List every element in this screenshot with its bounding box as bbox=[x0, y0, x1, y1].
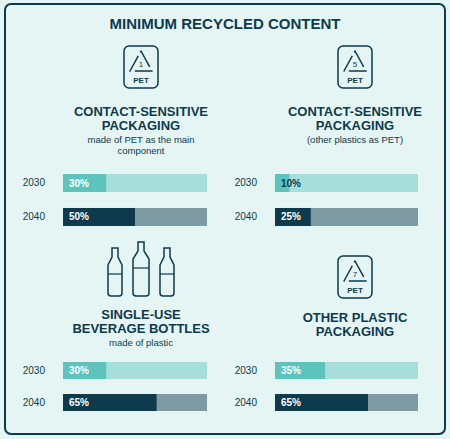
category-axis: 2030 2040 bbox=[235, 365, 258, 408]
bar bbox=[63, 208, 135, 226]
tick-label: 2040 bbox=[235, 211, 258, 222]
tick-label: 2040 bbox=[23, 397, 46, 408]
data-label: 35% bbox=[281, 365, 301, 376]
range-track bbox=[63, 208, 207, 226]
data-label: 65% bbox=[69, 397, 89, 408]
tick: 2040 bbox=[23, 211, 46, 222]
plot-area bbox=[63, 174, 207, 226]
bar bbox=[275, 208, 311, 226]
icon-box bbox=[338, 256, 372, 298]
icon-number: 5 bbox=[353, 60, 358, 69]
icon-label: PET bbox=[347, 76, 363, 85]
panel-title: PACKAGING bbox=[316, 324, 394, 339]
tick-label: 2040 bbox=[23, 211, 46, 222]
bar bbox=[63, 362, 106, 379]
tick-label: 2030 bbox=[235, 365, 258, 376]
tick: 2030 bbox=[23, 365, 46, 376]
bottle-icon bbox=[108, 248, 122, 296]
bottle-band bbox=[133, 267, 149, 268]
data-label: 25% bbox=[281, 211, 301, 222]
range-track bbox=[63, 394, 207, 411]
panel-title: CONTACT-SENSITIVE bbox=[74, 104, 208, 119]
panel-subtitle: component bbox=[117, 145, 164, 156]
panel-subtitle: made of plastic bbox=[109, 337, 173, 348]
panel-title: OTHER PLASTIC bbox=[303, 310, 408, 325]
tick: 2040 bbox=[235, 397, 258, 408]
panel-title: PACKAGING bbox=[316, 118, 394, 133]
range-track bbox=[275, 174, 418, 192]
category-axis: 2030 2040 bbox=[23, 365, 46, 408]
panel-title: SINGLE-USE bbox=[101, 307, 181, 322]
icon-number: 1 bbox=[139, 60, 144, 69]
icon-box bbox=[338, 46, 372, 88]
category-axis: 2030 2040 bbox=[23, 177, 46, 222]
range-track bbox=[63, 174, 207, 192]
panel: SINGLE-USEBEVERAGE BOTTLESmade of plasti… bbox=[23, 242, 210, 411]
bar bbox=[63, 394, 157, 411]
tick: 2030 bbox=[235, 177, 258, 188]
panel-title: BEVERAGE BOTTLES bbox=[72, 321, 210, 336]
data-label: 10% bbox=[281, 178, 301, 189]
tick: 2030 bbox=[23, 177, 46, 188]
panel-subtitle: (other plastics as PET) bbox=[307, 134, 403, 145]
tick-label: 2040 bbox=[235, 397, 258, 408]
bottle-icon bbox=[160, 248, 174, 296]
frame bbox=[5, 4, 445, 434]
panel-subtitle: made of PET as the main bbox=[87, 134, 194, 145]
plot-area bbox=[63, 362, 207, 411]
range-track bbox=[275, 208, 418, 226]
panel: 5 PET CONTACT-SENSITIVEPACKAGING(other pla… bbox=[235, 46, 423, 226]
category-axis: 2030 2040 bbox=[235, 177, 258, 222]
data-label: 50% bbox=[69, 211, 89, 222]
icon-triangle bbox=[130, 51, 152, 71]
tick: 2030 bbox=[235, 365, 258, 376]
plot-area bbox=[275, 362, 418, 411]
data-label: 30% bbox=[69, 178, 89, 189]
icon-label: PET bbox=[133, 76, 149, 85]
bottle-band bbox=[160, 273, 174, 274]
tick: 2040 bbox=[235, 211, 258, 222]
icon-number: 7 bbox=[353, 270, 358, 279]
bar bbox=[275, 394, 368, 411]
panel: 1 PET CONTACT-SENSITIVEPACKAGINGmade of PE… bbox=[23, 46, 209, 226]
range-track bbox=[275, 362, 418, 379]
range-track bbox=[63, 362, 207, 379]
data-label: 30% bbox=[69, 365, 89, 376]
icon-box bbox=[124, 46, 158, 88]
tick-label: 2030 bbox=[235, 177, 258, 188]
bar bbox=[275, 362, 325, 379]
panel-title: CONTACT-SENSITIVE bbox=[288, 104, 422, 119]
tick-label: 2030 bbox=[23, 365, 46, 376]
panel-title: PACKAGING bbox=[102, 118, 180, 133]
panel: 7 PET OTHER PLASTICPACKAGING 2030 2040 35% 65% bbox=[235, 256, 418, 411]
icon-triangle bbox=[344, 261, 366, 281]
plot-area bbox=[275, 174, 418, 226]
bottle-band bbox=[108, 273, 122, 274]
icon-label: PET bbox=[347, 286, 363, 295]
range-track bbox=[275, 394, 418, 411]
data-label: 65% bbox=[281, 397, 301, 408]
infographic: MINIMUM RECYCLED CONTENT 1 PET CONTACT-SENS… bbox=[0, 0, 450, 439]
tick-label: 2030 bbox=[23, 177, 46, 188]
tick: 2040 bbox=[23, 397, 46, 408]
bottle-icon bbox=[133, 242, 149, 296]
bar bbox=[63, 174, 106, 192]
main-title: MINIMUM RECYCLED CONTENT bbox=[110, 15, 341, 32]
icon-triangle bbox=[344, 51, 366, 71]
